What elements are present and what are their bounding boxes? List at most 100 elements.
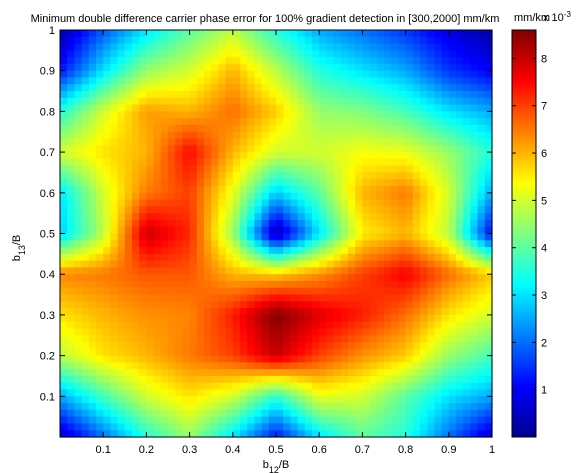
heatmap-cell — [420, 253, 428, 262]
heatmap-cell — [110, 301, 119, 309]
heatmap-cell — [103, 382, 111, 391]
heatmap-cell — [398, 308, 407, 316]
heatmap-cell — [434, 294, 443, 302]
heatmap-cell — [333, 382, 342, 391]
heatmap-cell — [60, 30, 68, 38]
heatmap-cell — [81, 138, 90, 146]
heatmap-cell — [405, 342, 414, 350]
heatmap-cell — [448, 430, 457, 438]
heatmap-cell — [340, 430, 349, 438]
heatmap-cell — [412, 219, 421, 228]
heatmap-cell — [74, 145, 83, 153]
heatmap-cell — [225, 213, 234, 221]
heatmap-cell — [477, 253, 486, 262]
heatmap-cell — [391, 213, 399, 221]
heatmap-cell — [124, 36, 133, 45]
heatmap-cell — [74, 287, 83, 296]
heatmap-cell — [369, 179, 378, 187]
heatmap-cell — [484, 423, 493, 431]
heatmap-cell — [74, 172, 83, 180]
heatmap-cell — [470, 57, 479, 65]
heatmap-cell — [117, 43, 126, 51]
heatmap-cell — [132, 362, 140, 370]
heatmap-cell — [204, 321, 212, 330]
heatmap-cell — [81, 253, 90, 262]
heatmap-cell — [276, 219, 284, 228]
heatmap-cell — [81, 124, 90, 133]
heatmap-cell — [139, 152, 147, 160]
heatmap-cell — [405, 199, 414, 207]
heatmap-cell — [333, 396, 342, 404]
heatmap-cell — [81, 423, 90, 431]
heatmap-cell — [160, 375, 169, 384]
heatmap-cell — [175, 206, 183, 214]
heatmap-cell — [247, 369, 255, 377]
heatmap-cell — [427, 409, 435, 418]
heatmap-cell — [218, 213, 227, 221]
heatmap-cell — [124, 43, 133, 51]
heatmap-cell — [146, 267, 155, 275]
heatmap-cell — [412, 335, 421, 343]
heatmap-cell — [312, 362, 320, 370]
heatmap-cell — [103, 348, 111, 357]
heatmap-cell — [182, 267, 191, 275]
heatmap-cell — [175, 301, 183, 309]
heatmap-cell — [362, 192, 371, 201]
heatmap-cell — [412, 43, 421, 51]
heatmap-cell — [283, 260, 291, 269]
heatmap-cell — [434, 84, 443, 92]
heatmap-cell — [405, 308, 414, 316]
heatmap-cell — [261, 321, 270, 330]
heatmap-cell — [276, 152, 284, 160]
heatmap-cell — [96, 403, 104, 411]
heatmap-cell — [477, 348, 486, 357]
heatmap-cell — [448, 97, 457, 106]
heatmap-cell — [477, 382, 486, 391]
heatmap-cell — [74, 206, 83, 214]
heatmap-cell — [240, 314, 248, 323]
heatmap-cell — [312, 91, 320, 99]
heatmap-cell — [297, 355, 306, 363]
heatmap-cell — [376, 423, 385, 431]
heatmap-cell — [88, 84, 97, 92]
heatmap-cell — [355, 240, 363, 248]
heatmap-cell — [427, 362, 435, 370]
heatmap-cell — [290, 118, 299, 126]
heatmap-cell — [484, 375, 493, 384]
heatmap-cell — [391, 328, 399, 336]
heatmap-cell — [247, 314, 255, 323]
heatmap-cell — [376, 247, 385, 255]
heatmap-cell — [132, 104, 140, 112]
heatmap-cell — [427, 294, 435, 302]
heatmap-cell — [369, 423, 378, 431]
heatmap-cell — [189, 253, 198, 262]
heatmap-cell — [362, 97, 371, 106]
heatmap-cell — [456, 308, 464, 316]
heatmap-cell — [211, 104, 219, 112]
heatmap-cell — [448, 179, 457, 187]
heatmap-cell — [60, 247, 68, 255]
heatmap-cell — [124, 423, 133, 431]
heatmap-cell — [225, 158, 234, 167]
heatmap-cell — [225, 362, 234, 370]
heatmap-cell — [427, 348, 435, 357]
heatmap-cell — [398, 403, 407, 411]
heatmap-cell — [168, 84, 176, 92]
heatmap-cell — [232, 77, 241, 85]
heatmap-cell — [261, 233, 270, 241]
heatmap-cell — [384, 213, 392, 221]
heatmap-cell — [124, 226, 133, 235]
heatmap-cell — [74, 321, 83, 330]
heatmap-cell — [218, 314, 227, 323]
heatmap-cell — [376, 409, 385, 418]
heatmap-cell — [348, 172, 356, 180]
heatmap-cell — [304, 50, 313, 58]
heatmap-cell — [326, 416, 335, 425]
heatmap-cell — [139, 260, 147, 269]
heatmap-cell — [384, 145, 392, 153]
heatmap-cell — [319, 206, 327, 214]
heatmap-cell — [434, 43, 443, 51]
heatmap-cell — [168, 57, 176, 65]
heatmap-cell — [319, 382, 327, 391]
heatmap-cell — [319, 138, 327, 146]
